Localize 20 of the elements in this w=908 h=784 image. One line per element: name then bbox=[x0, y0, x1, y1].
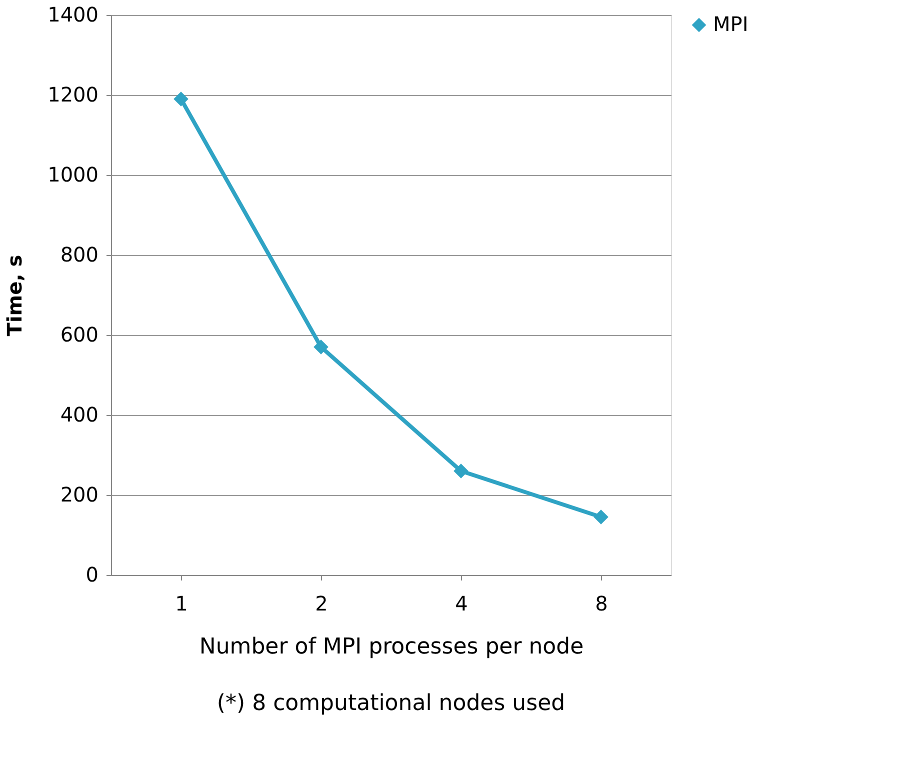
y-tick-label: 800 bbox=[60, 242, 98, 266]
x-tick-label: 8 bbox=[595, 592, 608, 616]
y-tick-label: 1000 bbox=[48, 162, 98, 186]
x-tick-label: 2 bbox=[315, 592, 328, 616]
legend-label: MPI bbox=[713, 12, 748, 36]
y-tick-label: 200 bbox=[60, 482, 98, 506]
text: (*) 8 computational nodes used bbox=[216, 691, 566, 716]
point bbox=[174, 92, 188, 106]
y-tick-label: 1400 bbox=[48, 2, 98, 26]
point bbox=[314, 340, 328, 354]
y-tick-label: 1200 bbox=[48, 82, 98, 106]
point bbox=[454, 464, 468, 478]
point bbox=[594, 510, 608, 524]
y-axis-title: Time, s bbox=[2, 254, 27, 336]
y-tick-label: 600 bbox=[60, 322, 98, 346]
y-tick-label: 0 bbox=[86, 562, 98, 586]
y-tick-label: 400 bbox=[60, 402, 98, 426]
x-tick-label: 1 bbox=[175, 592, 188, 616]
x-axis-title: Number of MPI processes per node bbox=[199, 634, 584, 660]
x-tick-label: 4 bbox=[455, 592, 468, 616]
